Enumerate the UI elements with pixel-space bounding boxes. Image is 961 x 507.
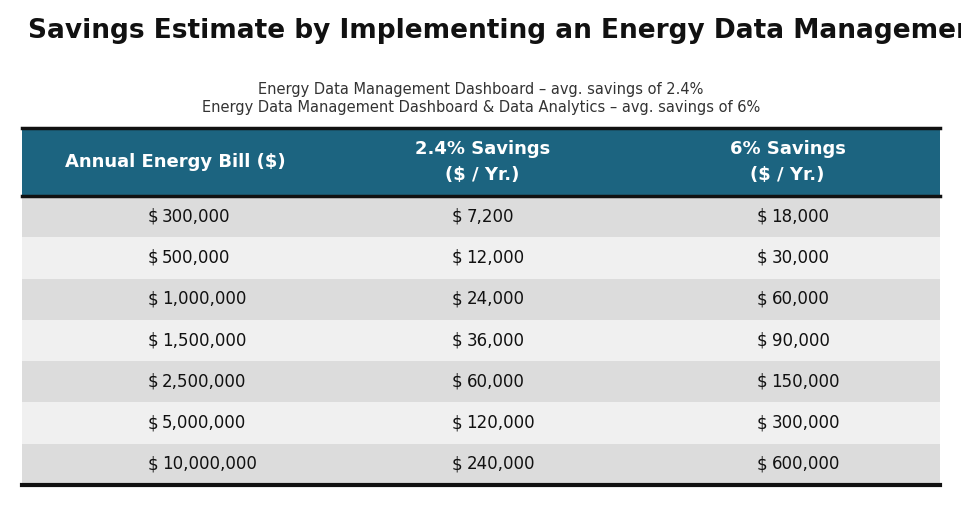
Text: 5,000,000: 5,000,000	[161, 414, 246, 432]
Text: Energy Data Management Dashboard – avg. savings of 2.4%: Energy Data Management Dashboard – avg. …	[259, 82, 702, 97]
Text: $: $	[756, 332, 767, 349]
Text: 6% Savings
($ / Yr.): 6% Savings ($ / Yr.)	[728, 140, 845, 184]
Text: $: $	[756, 414, 767, 432]
Text: $: $	[147, 373, 158, 391]
Text: 10,000,000: 10,000,000	[161, 455, 257, 474]
Text: Energy Data Management Dashboard & Data Analytics – avg. savings of 6%: Energy Data Management Dashboard & Data …	[202, 100, 759, 115]
Text: Annual Energy Bill ($): Annual Energy Bill ($)	[65, 153, 285, 171]
Text: 1,500,000: 1,500,000	[161, 332, 246, 349]
Text: $: $	[452, 249, 462, 267]
Bar	[22, 403, 939, 444]
Text: $: $	[147, 332, 158, 349]
Text: $: $	[147, 290, 158, 308]
Bar	[22, 237, 939, 278]
Bar	[22, 320, 939, 361]
Bar	[22, 278, 939, 320]
Text: $: $	[452, 455, 462, 474]
Text: $: $	[756, 208, 767, 226]
Text: 500,000: 500,000	[161, 249, 230, 267]
Text: $: $	[147, 249, 158, 267]
Text: 2,500,000: 2,500,000	[161, 373, 246, 391]
Bar	[22, 196, 939, 237]
Text: 600,000: 600,000	[771, 455, 839, 474]
Bar	[22, 444, 939, 485]
Text: $: $	[452, 290, 462, 308]
Text: $: $	[756, 290, 767, 308]
Text: 30,000: 30,000	[771, 249, 828, 267]
Text: 7,200: 7,200	[466, 208, 513, 226]
Text: $: $	[756, 249, 767, 267]
Text: $: $	[147, 414, 158, 432]
Text: $: $	[147, 208, 158, 226]
Text: $: $	[452, 414, 462, 432]
Text: 36,000: 36,000	[466, 332, 524, 349]
Text: $: $	[452, 332, 462, 349]
Text: 18,000: 18,000	[771, 208, 828, 226]
Text: 60,000: 60,000	[466, 373, 524, 391]
Text: $: $	[756, 373, 767, 391]
Text: $: $	[452, 208, 462, 226]
Text: $: $	[756, 455, 767, 474]
Text: 2.4% Savings
($ / Yr.): 2.4% Savings ($ / Yr.)	[414, 140, 550, 184]
Text: $: $	[452, 373, 462, 391]
Text: 300,000: 300,000	[771, 414, 839, 432]
Text: 240,000: 240,000	[466, 455, 534, 474]
Text: 1,000,000: 1,000,000	[161, 290, 246, 308]
Bar	[22, 361, 939, 403]
Text: 300,000: 300,000	[161, 208, 230, 226]
Text: 150,000: 150,000	[771, 373, 839, 391]
Text: $: $	[147, 455, 158, 474]
Text: 90,000: 90,000	[771, 332, 828, 349]
Bar	[22, 128, 939, 196]
Text: 120,000: 120,000	[466, 414, 534, 432]
Text: Savings Estimate by Implementing an Energy Data Management System: Savings Estimate by Implementing an Ener…	[28, 18, 961, 44]
Text: 60,000: 60,000	[771, 290, 828, 308]
Text: 24,000: 24,000	[466, 290, 524, 308]
Text: 12,000: 12,000	[466, 249, 524, 267]
